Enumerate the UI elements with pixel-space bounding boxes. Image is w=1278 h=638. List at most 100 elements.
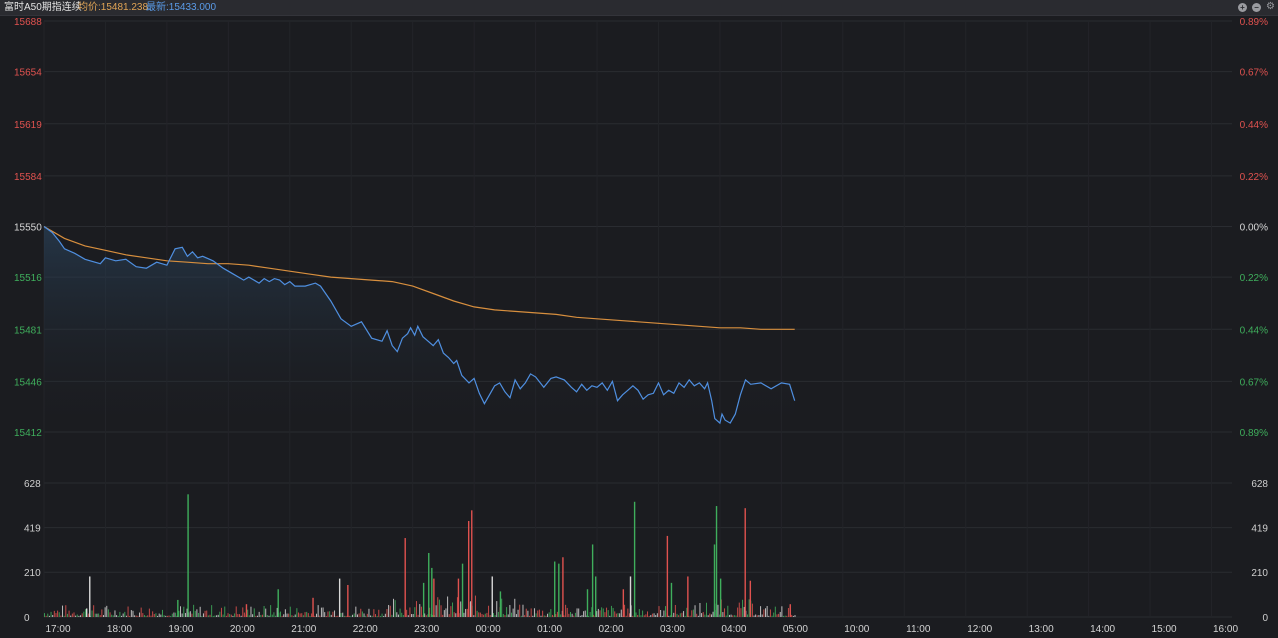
volume-bar xyxy=(730,614,732,617)
volume-bar xyxy=(178,610,180,617)
volume-bar xyxy=(665,606,667,617)
volume-bar xyxy=(751,603,753,617)
volume-bar xyxy=(135,615,137,617)
latest-price-label: 最新:15433.000 xyxy=(146,2,217,13)
volume-bar xyxy=(702,612,704,617)
volume-bar xyxy=(122,613,124,617)
volume-bar xyxy=(206,610,208,617)
percent-tick-label: 0.00% xyxy=(1240,223,1268,234)
volume-bar xyxy=(58,612,60,617)
volume-bar xyxy=(107,609,109,617)
volume-bar xyxy=(71,613,73,617)
percent-tick-label: 0.22% xyxy=(1240,273,1268,284)
percent-tick-label: 0.89% xyxy=(1240,17,1268,28)
volume-bar xyxy=(738,602,740,617)
volume-bar xyxy=(670,582,673,617)
gear-icon[interactable]: ⚙ xyxy=(1266,1,1275,12)
volume-bar xyxy=(386,609,388,617)
volume-bar xyxy=(383,615,385,617)
volume-bar xyxy=(337,615,339,617)
volume-tick-label-left: 628 xyxy=(24,479,41,490)
volume-bar xyxy=(443,610,445,617)
volume-bar xyxy=(424,613,426,617)
time-tick-label: 11:00 xyxy=(906,624,931,635)
volume-bar xyxy=(366,613,368,617)
volume-bar xyxy=(104,607,106,617)
volume-bar xyxy=(401,612,403,617)
volume-bar xyxy=(679,613,681,617)
volume-bar xyxy=(697,615,699,617)
volume-bar xyxy=(574,612,576,617)
volume-bar xyxy=(211,605,213,617)
volume-bar xyxy=(275,615,277,617)
volume-bar xyxy=(489,615,491,617)
volume-bar xyxy=(91,610,93,617)
volume-bar xyxy=(648,615,650,617)
volume-bar xyxy=(407,615,409,617)
volume-tick-label-left: 210 xyxy=(24,568,41,579)
volume-bar xyxy=(461,563,464,617)
volume-bar xyxy=(764,608,766,617)
volume-bar xyxy=(345,615,347,617)
volume-bar xyxy=(743,606,745,617)
volume-bar xyxy=(288,613,290,617)
volume-bar xyxy=(496,601,498,617)
volume-bar xyxy=(94,613,96,617)
time-tick-label: 16:00 xyxy=(1213,624,1238,635)
volume-bar xyxy=(161,609,163,617)
volume-bar xyxy=(84,609,86,617)
volume-bar xyxy=(740,608,742,617)
volume-bar xyxy=(125,615,127,617)
volume-bar xyxy=(629,576,632,617)
volume-bar xyxy=(715,506,718,617)
minus-circle-icon[interactable]: − xyxy=(1252,3,1261,12)
volume-bar xyxy=(237,614,239,617)
volume-bar xyxy=(252,614,254,617)
volume-bar xyxy=(406,609,408,617)
volume-bar xyxy=(102,615,104,617)
volume-bar xyxy=(85,608,88,617)
volume-bar xyxy=(694,605,696,617)
price-tick-label: 15516 xyxy=(14,273,42,284)
volume-bar xyxy=(466,608,468,617)
volume-bar xyxy=(719,614,721,617)
volume-bar xyxy=(753,615,755,617)
volume-bar xyxy=(699,603,701,617)
volume-bar xyxy=(340,613,342,617)
volume-bar xyxy=(271,614,273,617)
volume-bar xyxy=(432,615,434,617)
volume-bar xyxy=(607,610,609,617)
volume-bar xyxy=(452,602,454,617)
price-tick-label: 15550 xyxy=(14,223,42,234)
volume-bar xyxy=(431,567,433,617)
volume-bar xyxy=(191,613,193,617)
price-tick-label: 15481 xyxy=(14,325,42,336)
volume-bar xyxy=(556,611,558,617)
volume-bar xyxy=(394,600,396,617)
volume-bar xyxy=(198,612,200,617)
volume-bar xyxy=(381,613,383,617)
volume-bar xyxy=(471,510,473,617)
price-tick-label: 15688 xyxy=(14,17,42,28)
volume-bar xyxy=(384,613,386,617)
volume-bar xyxy=(371,615,373,617)
volume-bar xyxy=(220,607,222,617)
volume-bar xyxy=(207,615,209,617)
volume-bar xyxy=(202,613,204,617)
volume-bar xyxy=(569,611,571,617)
volume-bar xyxy=(368,608,370,617)
time-tick-label: 18:00 xyxy=(107,624,132,635)
volume-bar xyxy=(396,612,398,617)
volume-bar xyxy=(209,614,211,617)
volume-bar xyxy=(309,615,311,617)
volume-bar xyxy=(352,614,354,617)
percent-tick-label: 0.44% xyxy=(1240,120,1268,131)
volume-bar xyxy=(638,609,640,617)
volume-bar xyxy=(181,613,183,617)
volume-bar xyxy=(614,611,616,617)
plus-circle-icon[interactable]: + xyxy=(1238,3,1247,12)
volume-bar xyxy=(554,561,556,617)
volume-bar xyxy=(332,611,334,617)
volume-bar xyxy=(713,544,716,617)
